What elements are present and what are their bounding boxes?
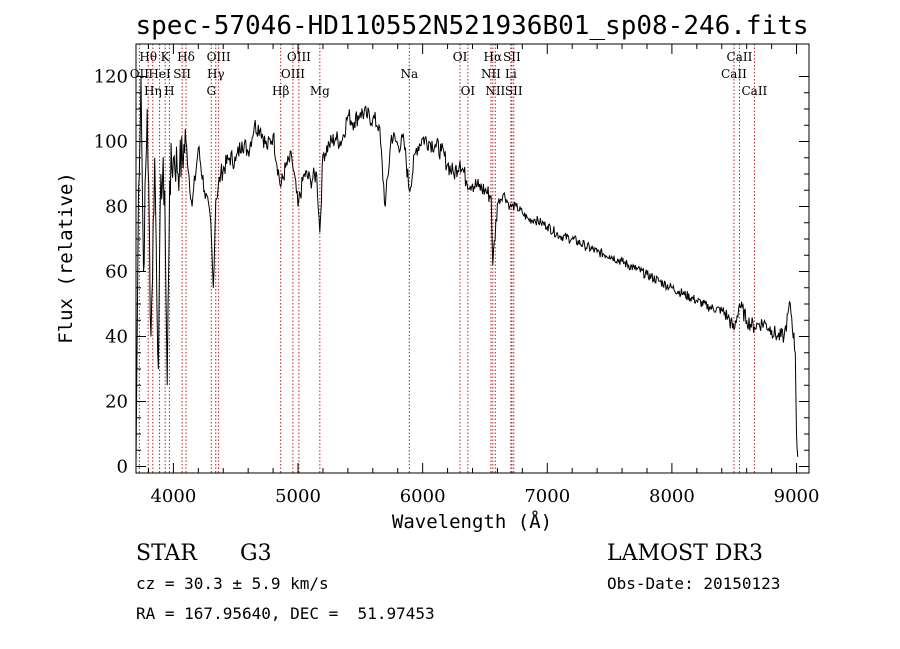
spectral-line-label: Na bbox=[400, 67, 418, 81]
redshift-cz: cz = 30.3 ± 5.9 km/s bbox=[136, 574, 329, 593]
spectral-line-label: Hη bbox=[144, 84, 162, 98]
spectral-line-labels: OII Hθ Hη HeI K H SII Hδ G Hγ OIII Hβ OIII OIII Mg Na OI… bbox=[130, 50, 768, 98]
y-tick-label: 120 bbox=[94, 67, 128, 88]
x-tick-label: 4000 bbox=[150, 486, 196, 507]
object-class: STAR bbox=[136, 541, 198, 566]
spectral-line-label: NII bbox=[485, 84, 505, 98]
spectral-line-label: OIII bbox=[281, 67, 305, 81]
spectral-line-label: CaII bbox=[741, 84, 767, 98]
spectral-line-label: Hγ bbox=[207, 67, 225, 81]
spectral-line-label: SII bbox=[505, 84, 523, 98]
x-tick-label: 7000 bbox=[524, 486, 570, 507]
y-tick-label: 80 bbox=[105, 197, 128, 218]
spectral-line-label: CaII bbox=[727, 50, 753, 64]
y-tick-label: 0 bbox=[117, 457, 128, 478]
survey-name: LAMOST DR3 bbox=[607, 541, 763, 566]
x-tick-label: 5000 bbox=[275, 486, 321, 507]
y-axis-ticks: 0 20 40 60 80 100 120 bbox=[94, 67, 809, 478]
spectral-line-markers bbox=[138, 44, 755, 473]
y-tick-label: 60 bbox=[105, 262, 128, 283]
plot-frame bbox=[135, 43, 810, 474]
spectral-line-label: OII bbox=[130, 67, 150, 81]
spectral-line-label: Mg bbox=[310, 84, 330, 98]
x-axis-ticks: 4000 5000 6000 7000 8000 9000 bbox=[147, 44, 820, 507]
spectral-line-label: OI bbox=[461, 84, 476, 98]
spectral-line-label: H bbox=[164, 84, 174, 98]
chart-title: spec-57046-HD110552N521936B01_sp08-246.f… bbox=[135, 11, 808, 41]
spectral-line-label: Hθ bbox=[139, 50, 157, 64]
spectral-line-label: NII bbox=[481, 67, 501, 81]
spectral-line-label: Hα bbox=[484, 50, 503, 64]
y-tick-label: 100 bbox=[94, 132, 128, 153]
observation-date: Obs-Date: 20150123 bbox=[607, 574, 780, 593]
coordinates: RA = 167.95640, DEC = 51.97453 bbox=[136, 604, 435, 623]
spectral-line-label: HeI bbox=[148, 67, 171, 81]
object-subclass: G3 bbox=[240, 541, 272, 566]
x-tick-label: 6000 bbox=[400, 486, 446, 507]
spectral-line-label: SII bbox=[503, 50, 521, 64]
spectral-line-label: Li bbox=[505, 67, 517, 81]
y-tick-label: 20 bbox=[105, 392, 128, 413]
spectral-line-label: SII bbox=[173, 67, 191, 81]
spectral-line-label: CaII bbox=[721, 67, 747, 81]
spectrum-line bbox=[135, 76, 799, 467]
spectral-line-label: Hβ bbox=[272, 84, 289, 98]
spectral-line-label: G bbox=[206, 84, 216, 98]
spectral-line-label: OIII bbox=[287, 50, 311, 64]
x-axis-label: Wavelength (Å) bbox=[392, 510, 552, 533]
spectral-line-label: K bbox=[161, 50, 171, 64]
y-tick-label: 40 bbox=[105, 327, 128, 348]
x-tick-label: 9000 bbox=[774, 486, 820, 507]
y-axis-label: Flux (relative) bbox=[55, 172, 77, 344]
spectral-line-label: OI bbox=[453, 50, 468, 64]
spectral-line-label: OIII bbox=[207, 50, 231, 64]
spectral-line-label: Hδ bbox=[177, 50, 195, 64]
x-tick-label: 8000 bbox=[649, 486, 695, 507]
